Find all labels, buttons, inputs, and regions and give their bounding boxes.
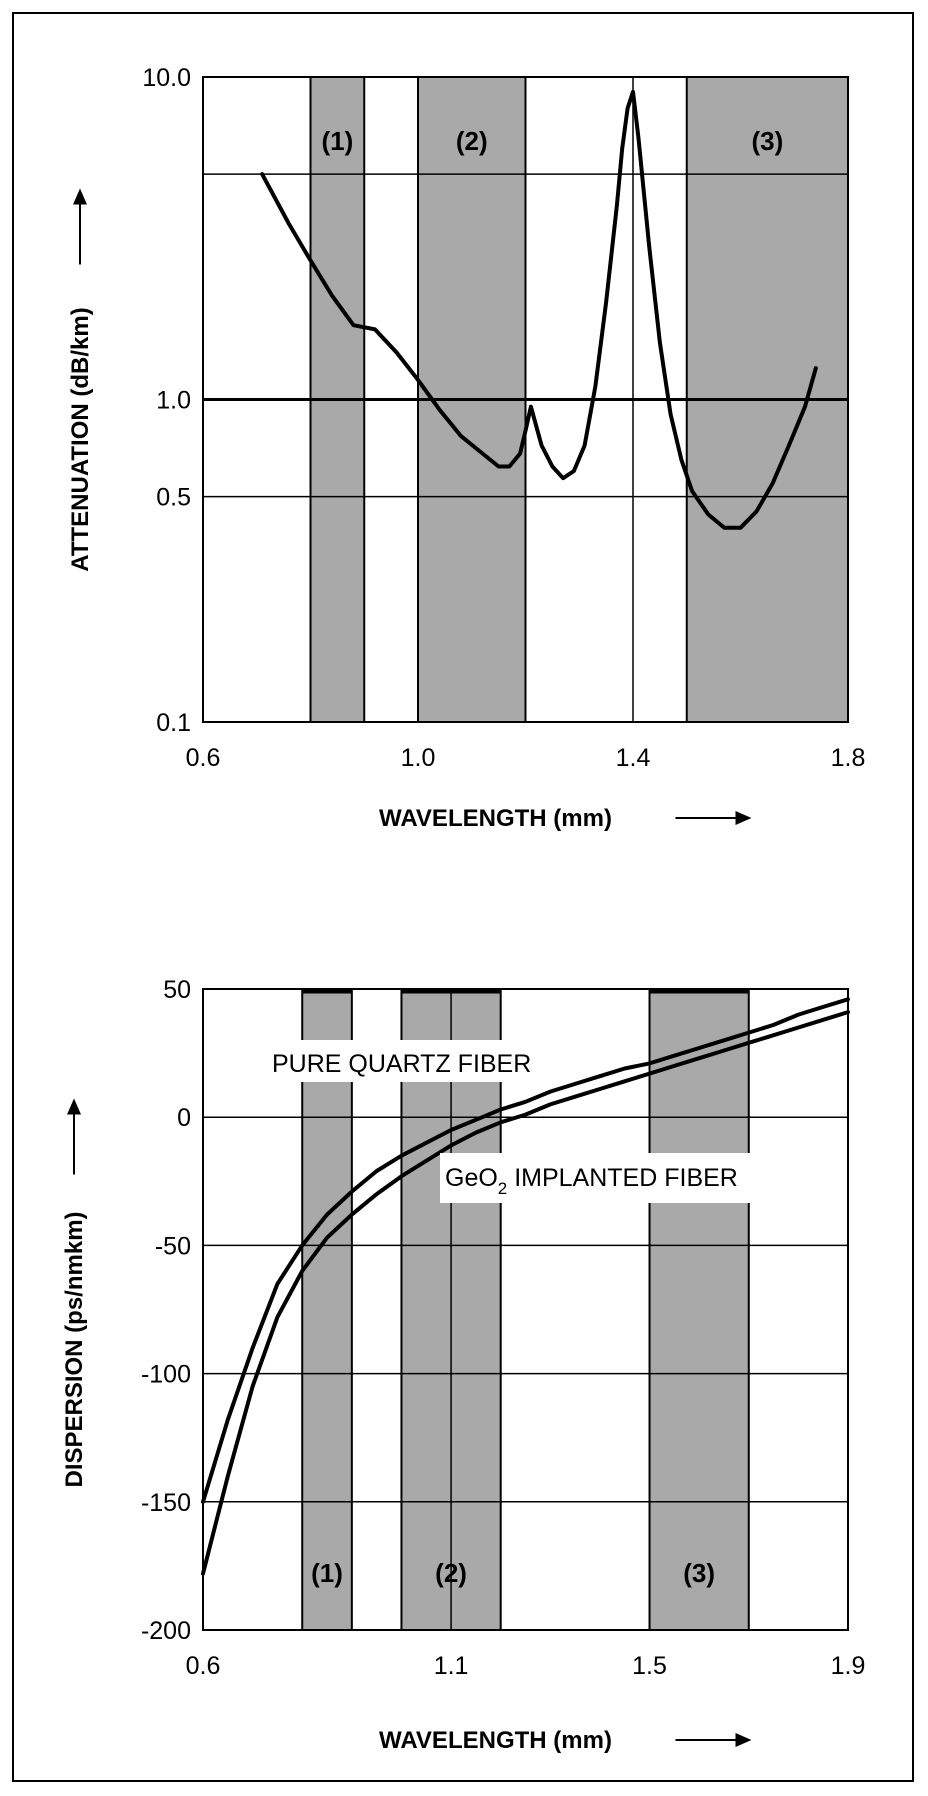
annotation-box [265, 1040, 550, 1082]
band-1 [302, 989, 352, 1630]
band-label: (2) [435, 1558, 467, 1588]
plot-frame [202, 76, 849, 723]
band-label: (3) [683, 1558, 715, 1588]
attenuation-chart: (1) (2) (3) 0.1 0.5 1.0 10.0 0.6 1.0 1.4 1.8 WAVELE… [67, 64, 865, 832]
y-axis-title: ATTENUATION (dB/km) [67, 307, 94, 571]
band-label: (2) [456, 126, 488, 156]
x-axis-title: WAVELENGTH (mm) [379, 805, 612, 832]
annotation-geo2-main: GeO [445, 1164, 498, 1192]
x-tick-label: 1.5 [632, 1652, 667, 1680]
y-tick-label: 0.1 [156, 709, 191, 737]
x-tick-label: 1.4 [616, 744, 651, 772]
y-tick-label: -200 [141, 1617, 191, 1645]
band-label: (1) [321, 126, 353, 156]
series-line-1 [201, 997, 850, 1504]
x-axis-title: WAVELENGTH (mm) [379, 1727, 612, 1754]
x-axis-arrowhead [735, 1733, 752, 1747]
y-tick-label: 0 [177, 1104, 191, 1132]
y-tick-label: 0.5 [156, 484, 191, 512]
band-label: (3) [751, 126, 783, 156]
series-line-2 [201, 1010, 850, 1576]
x-tick-label: 0.6 [186, 744, 221, 772]
x-tick-label: 1.9 [831, 1652, 866, 1680]
series-line-1 [260, 89, 818, 530]
annotation-geo2: GeO2 IMPLANTED FIBER [445, 1164, 738, 1198]
y-tick-label: -100 [141, 1361, 191, 1389]
y-axis-arrowhead [67, 1098, 81, 1115]
x-axis-arrowhead [735, 811, 752, 825]
annotation-geo2-subscript: 2 [498, 1179, 507, 1198]
band-3 [649, 989, 749, 1630]
y-tick-label: 50 [163, 976, 191, 1004]
band-label: (1) [311, 1558, 343, 1588]
dispersion-chart: (1) (2) (3) 50 0 -50 -100 -150 -200 0.6 1.1 1.5 1.9 W… [61, 976, 865, 1754]
x-tick-label: 1.1 [434, 1652, 469, 1680]
x-tick-label: 1.8 [831, 744, 866, 772]
x-tick-label: 1.0 [401, 744, 436, 772]
y-tick-label: -150 [141, 1489, 191, 1517]
x-tick-label: 0.6 [186, 1652, 221, 1680]
plot-frame [202, 988, 849, 1631]
y-tick-label: -50 [155, 1232, 191, 1260]
annotation-pure-quartz: PURE QUARTZ FIBER [272, 1050, 531, 1078]
plot-area [203, 989, 848, 1630]
annotation-box [440, 1153, 780, 1203]
annotation-geo2-tail: IMPLANTED FIBER [507, 1164, 738, 1192]
y-tick-label: 1.0 [156, 387, 191, 415]
y-tick-label: 10.0 [142, 64, 191, 92]
y-axis-title: DISPERSION (ps/nmkm) [61, 1211, 88, 1487]
y-axis-arrowhead [73, 188, 87, 205]
